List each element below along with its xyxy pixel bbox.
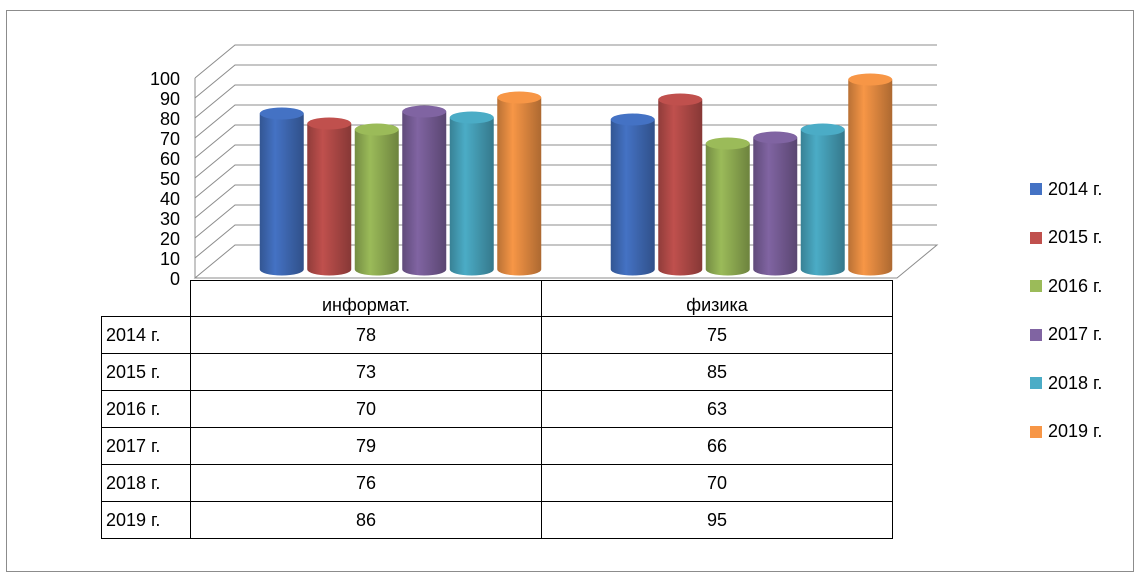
legend-item: 2017 г. — [1030, 311, 1102, 360]
legend-item: 2014 г. — [1030, 165, 1102, 214]
data-table-row: 2018 г. 76 70 — [101, 464, 893, 502]
data-label: 85 — [541, 353, 893, 391]
data-label: 70 — [541, 464, 893, 502]
data-table-row: 2014 г. 78 75 — [101, 316, 893, 354]
bar — [610, 113, 655, 276]
bar — [497, 91, 542, 276]
bar — [848, 73, 893, 276]
gridline — [194, 124, 937, 159]
legend-item: 2018 г. — [1030, 359, 1102, 408]
bar — [402, 105, 447, 276]
data-table-row: 2015 г. 73 85 — [101, 353, 893, 391]
bar — [753, 131, 798, 276]
legend: 2014 г. 2015 г. 2016 г. 2017 г. 2018 г. … — [1030, 165, 1102, 456]
gridline — [194, 204, 937, 239]
bar — [705, 137, 750, 276]
series-label: 2015 г. — [101, 353, 191, 391]
data-table: информат. физика 2014 г. 78 75 2015 г. 7… — [101, 280, 893, 539]
y-tick-label: 10 — [160, 249, 180, 269]
y-tick-label: 80 — [160, 109, 180, 129]
y-tick-label: 20 — [160, 229, 180, 249]
data-table-header-row: информат. физика — [101, 280, 893, 317]
series-label: 2016 г. — [101, 390, 191, 428]
data-label: 78 — [190, 316, 542, 354]
bar — [307, 117, 352, 276]
gridline — [194, 104, 937, 139]
y-tick-label: 0 — [170, 269, 180, 289]
series-label: 2019 г. — [101, 501, 191, 539]
legend-swatch — [1030, 328, 1042, 341]
gridline — [194, 64, 937, 99]
gridline — [194, 184, 937, 219]
data-label: 86 — [190, 501, 542, 539]
gridline — [194, 224, 937, 259]
chart-floor — [193, 244, 939, 279]
chart-frame — [6, 10, 1134, 572]
bar — [658, 93, 703, 276]
series-label: 2018 г. — [101, 464, 191, 502]
gridline — [194, 144, 937, 179]
legend-label: 2015 г. — [1048, 227, 1103, 248]
bar — [449, 111, 494, 276]
data-label: 75 — [541, 316, 893, 354]
legend-swatch — [1030, 183, 1042, 196]
data-table-row: 2016 г. 70 63 — [101, 390, 893, 428]
data-label: 66 — [541, 427, 893, 465]
y-tick-label: 30 — [160, 209, 180, 229]
legend-swatch — [1030, 377, 1042, 390]
data-label: 73 — [190, 353, 542, 391]
legend-label: 2018 г. — [1048, 372, 1103, 393]
y-tick-label: 70 — [160, 129, 180, 149]
data-label: 63 — [541, 390, 893, 428]
legend-label: 2017 г. — [1048, 324, 1103, 345]
category-label: физика — [541, 280, 893, 317]
y-tick-label: 60 — [160, 149, 180, 169]
y-tick-label: 40 — [160, 189, 180, 209]
series-label: 2017 г. — [101, 427, 191, 465]
data-label: 70 — [190, 390, 542, 428]
bar — [259, 107, 304, 276]
legend-item: 2015 г. — [1030, 214, 1102, 263]
bar — [800, 123, 845, 276]
data-table-corner — [101, 280, 191, 317]
legend-item: 2016 г. — [1030, 262, 1102, 311]
gridline — [194, 44, 937, 79]
legend-label: 2014 г. — [1048, 178, 1103, 199]
legend-swatch — [1030, 280, 1042, 293]
legend-label: 2016 г. — [1048, 275, 1103, 296]
legend-item: 2019 г. — [1030, 408, 1102, 457]
gridline — [194, 164, 937, 199]
category-label: информат. — [190, 280, 542, 317]
legend-label: 2019 г. — [1048, 421, 1103, 442]
data-label: 79 — [190, 427, 542, 465]
data-table-row: 2019 г. 86 95 — [101, 501, 893, 539]
bar — [354, 123, 399, 276]
data-label: 76 — [190, 464, 542, 502]
y-tick-label: 100 — [150, 69, 180, 89]
data-table-row: 2017 г. 79 66 — [101, 427, 893, 465]
y-tick-label: 50 — [160, 169, 180, 189]
legend-swatch — [1030, 231, 1042, 244]
series-label: 2014 г. — [101, 316, 191, 354]
legend-swatch — [1030, 425, 1042, 438]
y-tick-label: 90 — [160, 89, 180, 109]
data-label: 95 — [541, 501, 893, 539]
gridline — [194, 84, 937, 119]
